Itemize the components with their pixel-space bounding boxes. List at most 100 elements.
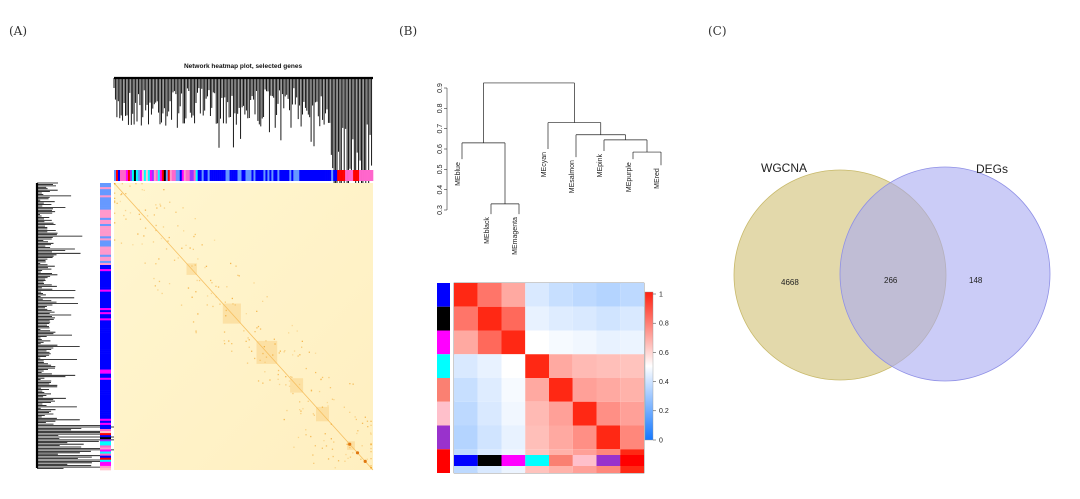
heatmap-cell [262,300,264,302]
heatmap-cell [125,218,127,220]
heatmap-hotspot [348,442,352,446]
heatmap-cell [114,239,116,241]
heatmap-cell [291,376,293,378]
heatmap-cell [357,430,359,432]
top-color-cell [259,170,262,181]
heatmap-cell [180,304,183,306]
left-color-cell [100,236,111,239]
heatmap-cell [155,229,157,232]
heatmap-cell [215,285,217,287]
heatmap-cell [266,296,268,298]
left-color-cell [100,195,111,198]
heatmap-cell [314,445,316,447]
correlation-cell [501,283,526,307]
left-color-cell [100,461,111,465]
heatmap-cell [139,218,142,220]
left-color-cell [100,226,111,229]
top-color-cell [159,170,163,181]
color-scale-tick-label: 0.2 [659,408,669,415]
heatmap-cell [191,265,193,267]
heatmap-cell [328,376,330,379]
top-color-cell [195,170,198,181]
heatmap-cell [370,420,372,422]
heatmap-cell [235,265,237,267]
top-color-cell [275,170,278,181]
heatmap-cell [290,376,292,378]
correlation-cell [477,354,502,378]
left-color-cell [100,211,111,215]
color-scale-tick-label: 1 [659,291,663,298]
y-axis-tick-label: 0.3 [437,205,444,215]
heatmap-cell [288,380,291,382]
color-scale-ticks: 1 0.8 0.6 0.4 0.2 0 [653,291,669,444]
heatmap-cell [152,241,155,243]
top-color-cell [293,170,296,181]
venn-count-degs-only: 148 [969,276,983,285]
heatmap-cell [120,194,122,196]
heatmap-cell [299,409,301,411]
left-color-cell [100,357,111,360]
correlation-cell [596,378,621,402]
left-color-cell [100,267,111,270]
heatmap-cell [283,418,285,421]
heatmap-cell [370,447,372,450]
heatmap-cell [198,279,201,282]
heatmap-cell [143,235,145,237]
venn-count-intersection: 266 [884,276,898,285]
heatmap-cell [278,352,280,354]
top-color-cell [309,170,312,181]
heatmap-cell [224,301,226,303]
top-color-cell [143,170,147,181]
left-color-cell [100,431,111,434]
top-color-cell [371,170,374,181]
top-color-cell [253,170,256,181]
heatmap-cell [314,352,317,354]
top-color-cell [285,170,288,181]
left-color-cell [100,205,111,208]
heatmap-cell [352,452,354,454]
heatmap-cell [333,441,335,443]
heatmap-cell [224,343,226,345]
top-color-cell [133,170,137,181]
top-color-cell [131,170,135,181]
heatmap-cell [334,467,336,469]
left-color-cell [100,424,111,428]
network-heatmap-panel: Network heatmap plot, selected genes [35,63,374,471]
heatmap-cell [301,346,303,348]
heatmap-cell [197,258,199,260]
dendrogram-leaf-label: MEblack [484,217,491,244]
heatmap-cell [298,383,301,386]
left-color-cell [100,373,111,376]
column-module-color [549,455,573,466]
top-color-cell [207,170,210,181]
heatmap-cell [299,401,301,403]
heatmap-cell [129,212,132,214]
eigengene-dendrogram [461,82,662,215]
heatmap-cell [307,400,309,402]
correlation-cell [596,283,621,307]
heatmap-cell [215,296,217,298]
heatmap-cell [228,340,230,342]
heatmap-cell [195,291,197,293]
left-color-cell [100,189,111,192]
correlation-cell [620,354,644,378]
correlation-cell [477,378,502,402]
heatmap-cell [165,248,168,250]
left-gene-dendrogram [35,182,122,470]
left-color-cell [100,353,111,356]
heatmap-cell [217,286,220,288]
heatmap-cell [158,258,160,260]
heatmap-cell [354,416,356,418]
heatmap-cell [308,351,310,353]
top-color-cell [205,170,208,181]
top-color-cell [243,170,246,181]
correlation-cell [549,354,573,378]
left-color-cell [100,447,111,450]
top-color-cell [303,170,306,181]
heatmap-cell [206,295,209,297]
heatmap-cell [232,303,234,305]
left-color-cell [100,199,111,202]
heatmap-cell [256,327,258,329]
heatmap-cell [114,200,116,202]
left-color-cell [100,213,111,217]
